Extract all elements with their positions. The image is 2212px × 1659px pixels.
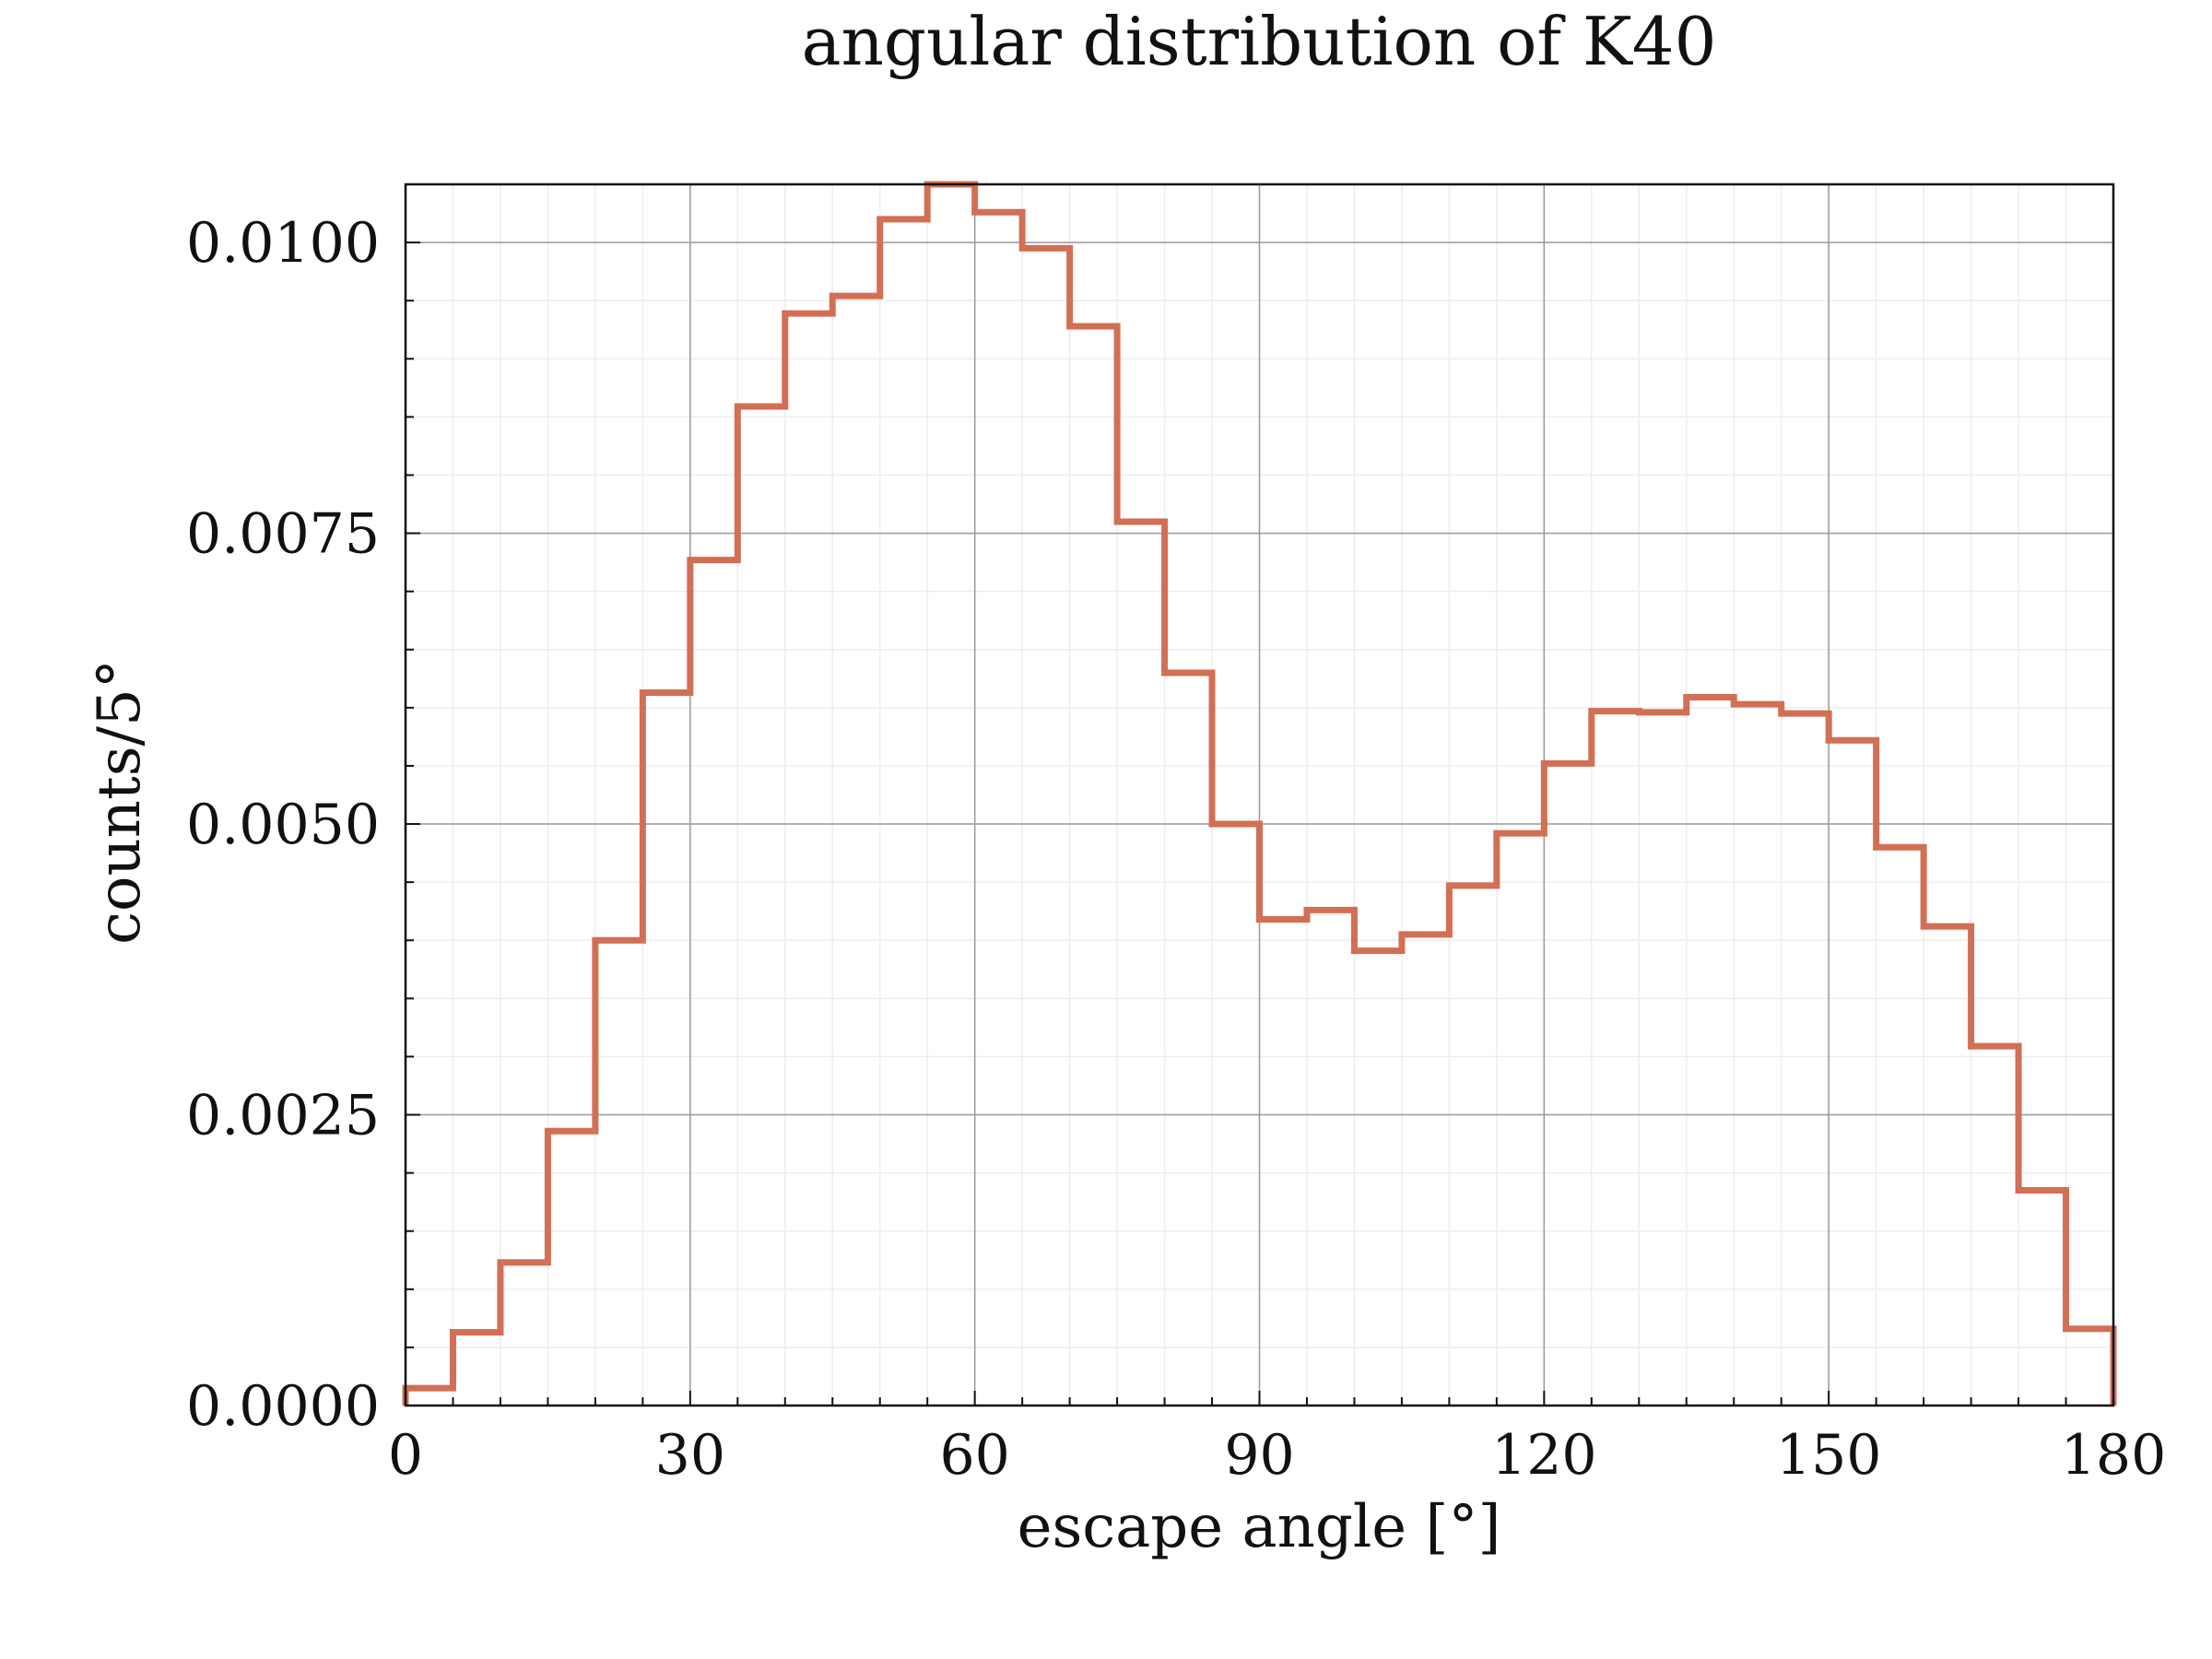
histogram-bin xyxy=(453,1333,500,1406)
histogram-bin xyxy=(1639,712,1686,1406)
x-tick-label: 30 xyxy=(655,1423,725,1488)
histogram-bin xyxy=(1212,824,1259,1406)
histogram-bin xyxy=(1877,847,1924,1406)
y-tick-label: 0.0075 xyxy=(186,502,380,567)
histogram-bin xyxy=(1829,740,1876,1406)
y-tick-label: 0.0100 xyxy=(186,211,380,276)
histogram-bin xyxy=(1449,886,1496,1406)
histogram-bin xyxy=(1924,926,1971,1406)
x-tick-label: 90 xyxy=(1224,1423,1294,1488)
histogram-bin xyxy=(500,1263,547,1406)
histogram-bin xyxy=(1070,326,1117,1406)
x-tick-label: 60 xyxy=(939,1423,1009,1488)
histogram-bin xyxy=(1022,248,1069,1406)
chart-title: angular distribution of K40 xyxy=(801,3,1717,80)
y-tick-label: 0.0000 xyxy=(186,1374,380,1439)
y-tick-label: 0.0050 xyxy=(186,793,380,857)
x-tick-label: 120 xyxy=(1491,1423,1597,1488)
histogram-bin xyxy=(1260,920,1307,1406)
histogram-bin xyxy=(547,1131,594,1406)
histogram-step-line xyxy=(402,181,2117,1406)
histogram-bin xyxy=(737,406,784,1406)
axis-ticks xyxy=(405,183,2114,1406)
histogram-bin xyxy=(1782,713,1829,1406)
histogram-bin xyxy=(642,692,689,1406)
histogram-bin xyxy=(927,184,974,1406)
histogram-bin xyxy=(2018,1191,2065,1406)
histogram-bin xyxy=(1497,833,1544,1406)
histogram-bin xyxy=(785,313,832,1406)
y-tick-label: 0.0025 xyxy=(186,1084,380,1148)
histogram-bin xyxy=(690,560,737,1406)
histogram-bin xyxy=(880,219,927,1406)
histogram-bin xyxy=(1734,704,1781,1406)
y-axis-label: counts/5° xyxy=(86,659,154,945)
histogram-bin xyxy=(1592,712,1639,1406)
histogram-bin xyxy=(1544,763,1591,1406)
x-tick-label: 180 xyxy=(2061,1423,2167,1488)
histogram-bin xyxy=(1354,951,1401,1406)
x-axis-label: escape angle [°] xyxy=(1017,1493,1501,1561)
x-tick-label: 0 xyxy=(388,1423,423,1488)
x-tick-labels: 0 30 60 90 120 150 180 xyxy=(388,1423,2166,1488)
histogram-bin xyxy=(2066,1329,2113,1406)
histogram-bin xyxy=(595,940,642,1406)
histogram-bin xyxy=(1971,1046,2018,1406)
histogram-bin xyxy=(975,212,1022,1406)
histogram-bin xyxy=(1307,910,1354,1406)
histogram-bin xyxy=(832,296,879,1406)
histogram-bin xyxy=(1117,522,1164,1406)
histogram-bin xyxy=(1687,698,1734,1406)
y-tick-labels: 0.0000 0.0025 0.0050 0.0075 0.0100 xyxy=(186,211,380,1439)
histogram-bin xyxy=(1165,673,1212,1406)
histogram-bin xyxy=(1402,935,1449,1406)
x-tick-label: 150 xyxy=(1776,1423,1882,1488)
